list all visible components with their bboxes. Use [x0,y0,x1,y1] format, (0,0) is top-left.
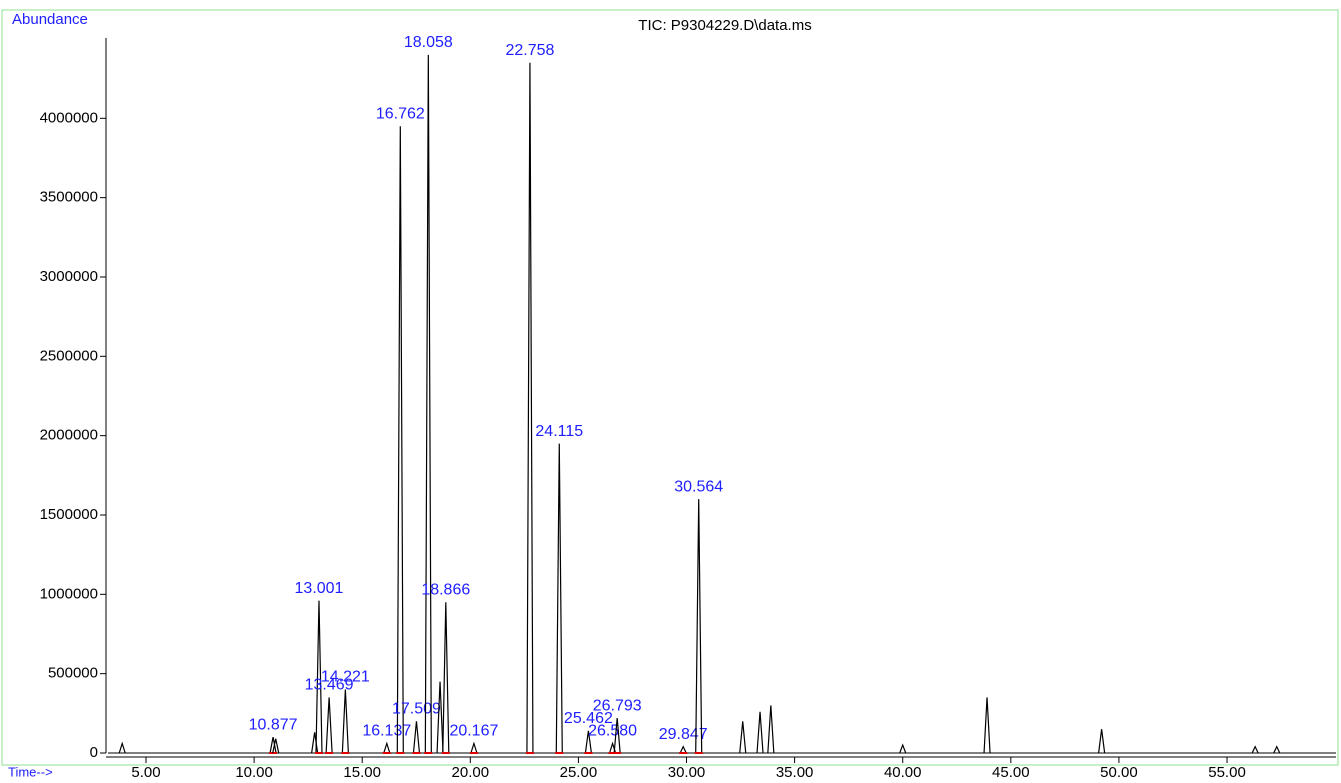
peak [470,741,478,754]
peak-label: 29.847 [659,726,708,743]
peak-label: 26.580 [588,723,637,740]
y-tick-label: 1500000 [40,506,98,523]
peak [767,705,775,754]
peak-label: 20.167 [449,723,498,740]
y-tick-label: 3500000 [40,189,98,206]
peak-label: 14.221 [321,669,370,686]
peak-label: 16.762 [376,105,425,122]
peak-label: 13.001 [295,580,344,597]
y-tick-label: 500000 [48,665,98,682]
peak [756,711,764,754]
peak [695,499,703,754]
peak [396,126,404,754]
peak [436,681,444,754]
peak [325,697,333,754]
y-tick-label: 0 [90,744,98,761]
peak [584,730,592,754]
peak-label: 24.115 [535,423,583,440]
peak-label: 10.877 [249,716,298,733]
peak [1251,745,1259,754]
peak [269,737,277,754]
peak [739,721,747,754]
x-axis-label: Time--> [8,764,53,779]
x-tick-label: 40.00 [884,764,922,781]
y-tick-label: 2500000 [40,347,98,364]
chart-title: TIC: P9304229.D\data.ms [638,17,811,34]
peak [424,54,432,754]
peak [526,62,534,754]
peak-label: 25.462 [564,710,613,727]
peak-label: 18.866 [421,581,470,598]
x-tick-label: 5.00 [131,764,160,781]
y-axis-label: Abundance [12,11,88,28]
peak-label: 26.793 [593,697,642,714]
peak [983,697,991,754]
peak-label: 30.564 [674,478,723,495]
peak [1098,729,1106,754]
peak-label: 16.137 [362,723,411,740]
x-tick-label: 45.00 [992,764,1030,781]
peak-label: 13.469 [305,677,354,694]
y-tick-label: 3000000 [40,268,98,285]
peak [613,718,621,754]
peak [555,443,563,754]
peak [383,741,391,754]
peak-label: 22.758 [505,42,554,59]
peak [679,745,687,754]
peak [118,741,126,754]
peak-label: 17.509 [392,700,441,717]
x-tick-label: 30.00 [668,764,706,781]
y-tick-label: 1000000 [40,585,98,602]
peak [272,738,280,754]
y-tick-label: 4000000 [40,109,98,126]
peak [442,602,450,754]
x-tick-label: 55.00 [1208,764,1246,781]
peak [341,689,349,754]
peak [315,600,323,754]
x-tick-label: 25.00 [560,764,598,781]
peak [412,721,421,754]
plot-frame [1,9,1339,766]
x-tick-label: 50.00 [1100,764,1138,781]
x-tick-label: 10.00 [235,764,273,781]
x-tick-label: 15.00 [343,764,381,781]
y-tick-label: 2000000 [40,427,98,444]
peak [899,743,907,754]
x-tick-label: 20.00 [452,764,490,781]
x-tick-label: 35.00 [776,764,814,781]
peak [1273,745,1281,754]
peak-label: 18.058 [404,34,453,51]
